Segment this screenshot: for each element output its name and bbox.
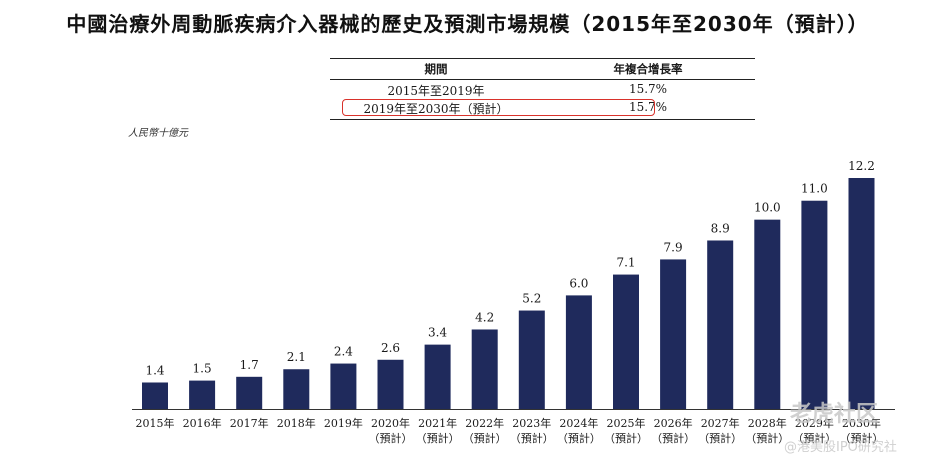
unit-label: 人民幣十億元 [128,128,188,139]
x-tick-note: （預計） [369,431,413,445]
data-label: 1.7 [240,358,259,372]
data-label: 1.4 [145,363,164,377]
x-tick-note: （預計） [510,431,554,445]
x-tick-label: 2030年 [842,416,881,430]
bar [471,329,498,409]
data-label: 2.1 [287,350,306,364]
data-label: 11.0 [801,182,828,196]
data-label: 2.6 [381,341,400,355]
data-label: 1.5 [193,362,212,376]
data-label: 6.0 [569,276,588,290]
bar [283,369,310,409]
table-row-cagr: 15.7% [628,82,668,96]
bar [377,359,404,409]
table-row-period: 2019年至2030年（預計） [363,102,509,116]
table-header-rule [330,79,755,80]
data-label: 10.0 [754,201,781,215]
x-tick-note: （預計） [698,431,742,445]
x-tick-note: （預計） [416,431,460,445]
data-label: 4.2 [475,310,494,324]
x-tick-label: 2027年 [701,416,740,430]
table-row-cagr: 15.7% [628,100,668,114]
bar [754,219,781,409]
x-tick-note: （預計） [463,431,507,445]
bar [518,310,545,409]
bar [848,178,875,409]
table-bottom-rule [330,119,755,120]
x-tick-label: 2018年 [277,416,316,430]
bar [801,200,828,409]
table-row-period: 2015年至2019年 [387,84,485,98]
x-tick-note: （預計） [604,431,648,445]
x-tick-label: 2028年 [748,416,787,430]
bar [660,259,687,409]
bar [613,274,639,409]
table-header-period: 期間 [424,62,448,76]
data-label: 7.9 [664,240,683,254]
x-tick-note: （預計） [745,431,789,445]
data-label: 5.2 [522,292,541,306]
x-tick-label: 2029年 [795,416,834,430]
x-tick-label: 2026年 [654,416,693,430]
data-label: 2.4 [334,345,353,359]
x-tick-label: 2020年 [371,416,410,430]
bar [565,295,592,409]
table-header-cagr: 年複合增長率 [613,62,683,76]
chart-title: 中國治療外周動脈疾病介入器械的歷史及預測市場規模（2015年至2030年（預計）… [66,12,869,36]
bar [189,380,216,409]
x-tick-label: 2021年 [418,416,457,430]
data-label: 12.2 [848,159,875,173]
bar [330,363,357,409]
x-tick-note: （預計） [792,431,836,445]
x-tick-label: 2016年 [183,416,222,430]
x-tick-label: 2017年 [230,416,269,430]
watermark-subtext: @港美股IPO研究社 [784,440,897,455]
bar [142,382,168,409]
table-top-rule [330,58,755,59]
data-label: 7.1 [616,256,635,270]
bar [236,376,263,409]
highlight-box [342,99,655,116]
x-tick-label: 2015年 [136,416,175,430]
x-tick-note: （預計） [651,431,695,445]
data-label: 3.4 [428,326,447,340]
x-tick-label: 2022年 [465,416,504,430]
watermark-text: 老虎社区 [790,402,879,427]
x-tick-note: （預計） [840,431,884,445]
data-label: 8.9 [711,221,730,235]
x-tick-label: 2024年 [559,416,598,430]
bar [424,344,451,409]
x-tick-label: 2023年 [512,416,551,430]
x-tick-note: （預計） [557,431,601,445]
x-tick-label: 2019年 [324,416,363,430]
x-tick-label: 2025年 [607,416,646,430]
bar [707,240,734,409]
